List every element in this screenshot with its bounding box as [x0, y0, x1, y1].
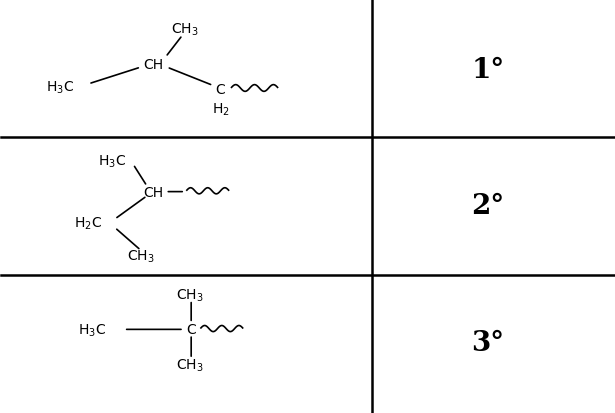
Text: H$_3$C: H$_3$C — [78, 321, 106, 338]
Text: H$_2$C: H$_2$C — [74, 216, 102, 232]
Text: C: C — [186, 323, 196, 337]
Text: 1°: 1° — [472, 57, 505, 83]
Text: 3°: 3° — [472, 330, 505, 356]
Text: C: C — [216, 83, 226, 97]
Text: H$_2$: H$_2$ — [212, 101, 229, 117]
Text: H$_3$C: H$_3$C — [98, 153, 125, 170]
Text: CH$_3$: CH$_3$ — [127, 247, 155, 264]
Text: CH: CH — [143, 185, 163, 199]
Text: CH$_3$: CH$_3$ — [176, 287, 204, 303]
Text: CH: CH — [143, 58, 163, 72]
Text: H$_3$C: H$_3$C — [46, 79, 74, 96]
Text: CH$_3$: CH$_3$ — [171, 22, 199, 38]
Text: 2°: 2° — [472, 193, 505, 220]
Text: CH$_3$: CH$_3$ — [176, 356, 204, 373]
